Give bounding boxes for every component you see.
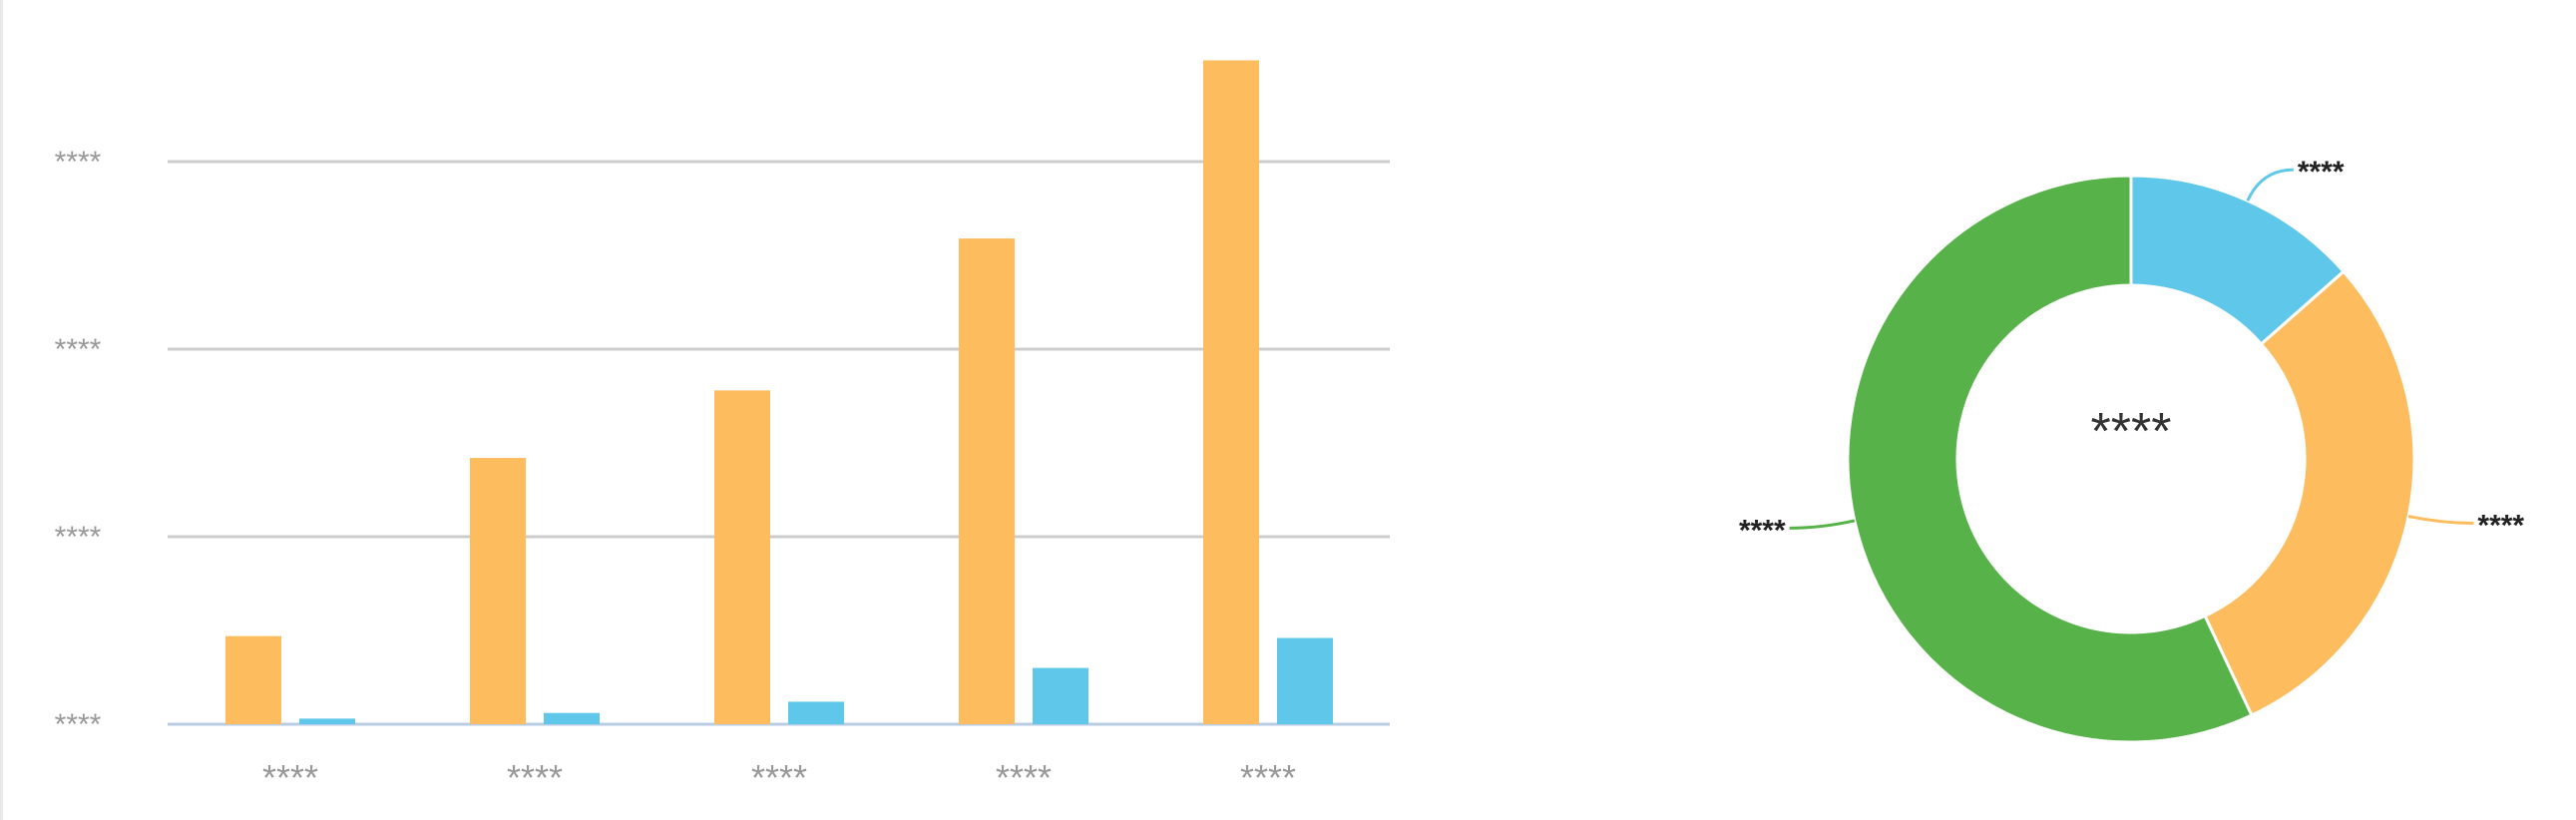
donut-slice-label: **** — [1739, 514, 1786, 547]
bar-series-1-5 — [1203, 60, 1259, 725]
bar-series-1-1 — [225, 635, 281, 724]
bar-series-2-2 — [544, 712, 600, 724]
bar-series-2-4 — [1033, 667, 1088, 724]
x-tick-label: **** — [507, 757, 563, 798]
donut-leader-line — [2407, 515, 2474, 525]
x-tick-label: **** — [1240, 757, 1296, 798]
donut-slice-3 — [1846, 174, 2254, 744]
y-tick-label: **** — [55, 146, 102, 179]
bar-series-1-4 — [959, 238, 1015, 724]
bar-series-1-3 — [714, 390, 770, 724]
donut-slice-label: **** — [2477, 509, 2524, 542]
donut-leader-line — [2246, 168, 2294, 202]
bar-series-2-1 — [299, 718, 355, 724]
x-tick-label: **** — [751, 757, 807, 798]
bar-series-2-3 — [788, 701, 844, 724]
y-tick-label: **** — [55, 521, 102, 554]
donut-center-label: **** — [2091, 403, 2172, 461]
donut-slice-label: **** — [2298, 156, 2345, 189]
bar-chart: **** **** **** **** **** **** **** **** **** — [55, 60, 1390, 798]
donut-leader-line — [1789, 519, 1856, 530]
donut-chart: **** **** **** **** — [1739, 156, 2524, 744]
y-tick-label: **** — [55, 333, 102, 366]
bar-series-2-5 — [1277, 637, 1333, 724]
bar-series-1-2 — [470, 458, 526, 724]
x-tick-label: **** — [262, 757, 318, 798]
x-tick-label: **** — [996, 757, 1052, 798]
donut-slice-2 — [2203, 269, 2416, 717]
y-tick-label: **** — [55, 708, 102, 741]
